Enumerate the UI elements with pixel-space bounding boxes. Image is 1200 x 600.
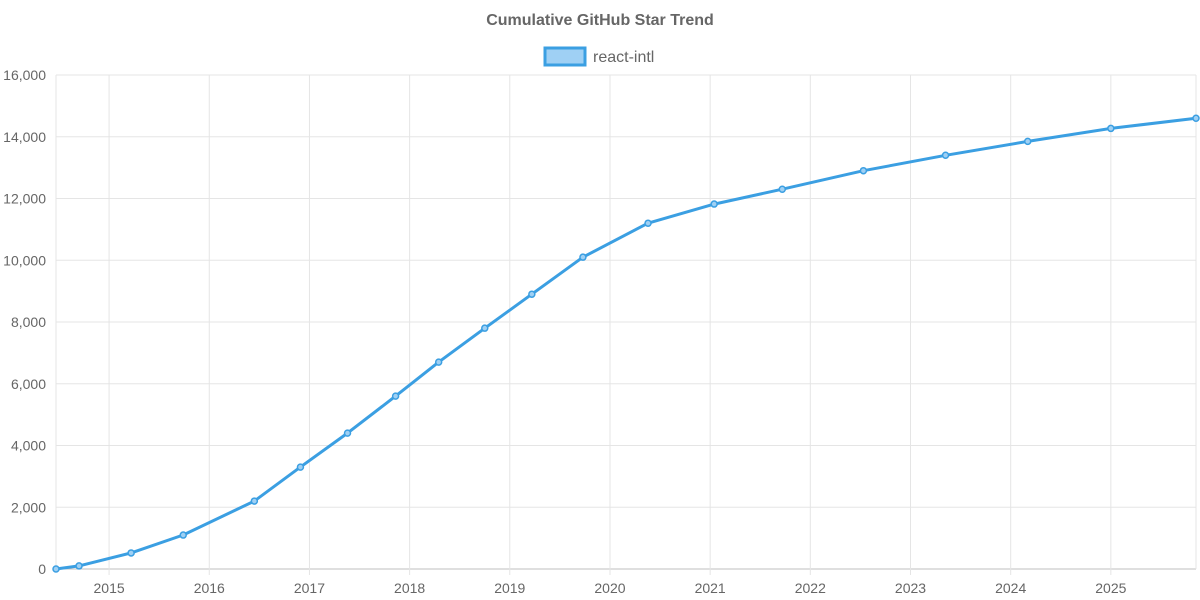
data-point	[481, 324, 489, 332]
data-point	[343, 429, 352, 437]
x-tick-label: 2015	[94, 580, 125, 596]
data-point	[75, 562, 83, 570]
data-point	[941, 151, 950, 160]
data-point	[644, 219, 652, 227]
x-tick-label: 2025	[1095, 580, 1126, 596]
data-point	[250, 497, 259, 505]
grid	[55, 74, 1197, 575]
x-tick-label: 2019	[494, 580, 525, 596]
x-tick-label: 2022	[795, 580, 826, 596]
legend[interactable]: react-intl	[543, 46, 654, 67]
y-tick-label: 6,000	[11, 376, 46, 392]
y-tick-label: 16,000	[3, 67, 46, 83]
y-tick-label: 0	[38, 561, 46, 577]
x-tick-label: 2024	[995, 580, 1026, 596]
data-point	[179, 531, 187, 539]
y-tick-label: 2,000	[11, 499, 46, 515]
y-axis: 0 2,000 4,000 6,000 8,000 10,000 12,000 14,000 1…	[3, 67, 46, 577]
chart-title: Cumulative GitHub Star Trend	[486, 12, 714, 29]
data-point	[391, 392, 400, 400]
x-tick-label: 2023	[895, 580, 926, 596]
data-point	[528, 290, 536, 298]
x-tick-label: 2018	[394, 580, 425, 596]
data-point	[579, 253, 587, 261]
data-point	[1192, 114, 1200, 122]
data-point	[859, 166, 868, 175]
data-point	[1023, 137, 1032, 146]
y-tick-label: 4,000	[11, 438, 46, 454]
y-tick-label: 12,000	[3, 191, 46, 207]
data-point	[127, 549, 135, 557]
data-point	[1107, 124, 1115, 133]
data-point	[296, 463, 305, 471]
x-tick-label: 2021	[695, 580, 726, 596]
legend-swatch	[543, 46, 587, 67]
legend-label: react-intl	[593, 49, 654, 66]
x-tick-label: 2020	[594, 580, 625, 596]
x-tick-label: 2016	[194, 580, 225, 596]
series-line-react-intl	[55, 116, 1197, 571]
x-tick-label: 2017	[294, 580, 325, 596]
data-point	[434, 358, 443, 366]
y-tick-label: 10,000	[3, 252, 46, 268]
data-point	[710, 200, 718, 208]
y-tick-label: 8,000	[11, 314, 46, 330]
data-point	[778, 185, 787, 193]
y-tick-label: 14,000	[3, 129, 46, 145]
data-points	[52, 114, 1200, 573]
data-point	[52, 565, 60, 573]
x-axis: 2015 2016 2017 2018 2019 2020 2021 2022 2023 2024…	[94, 580, 1127, 596]
